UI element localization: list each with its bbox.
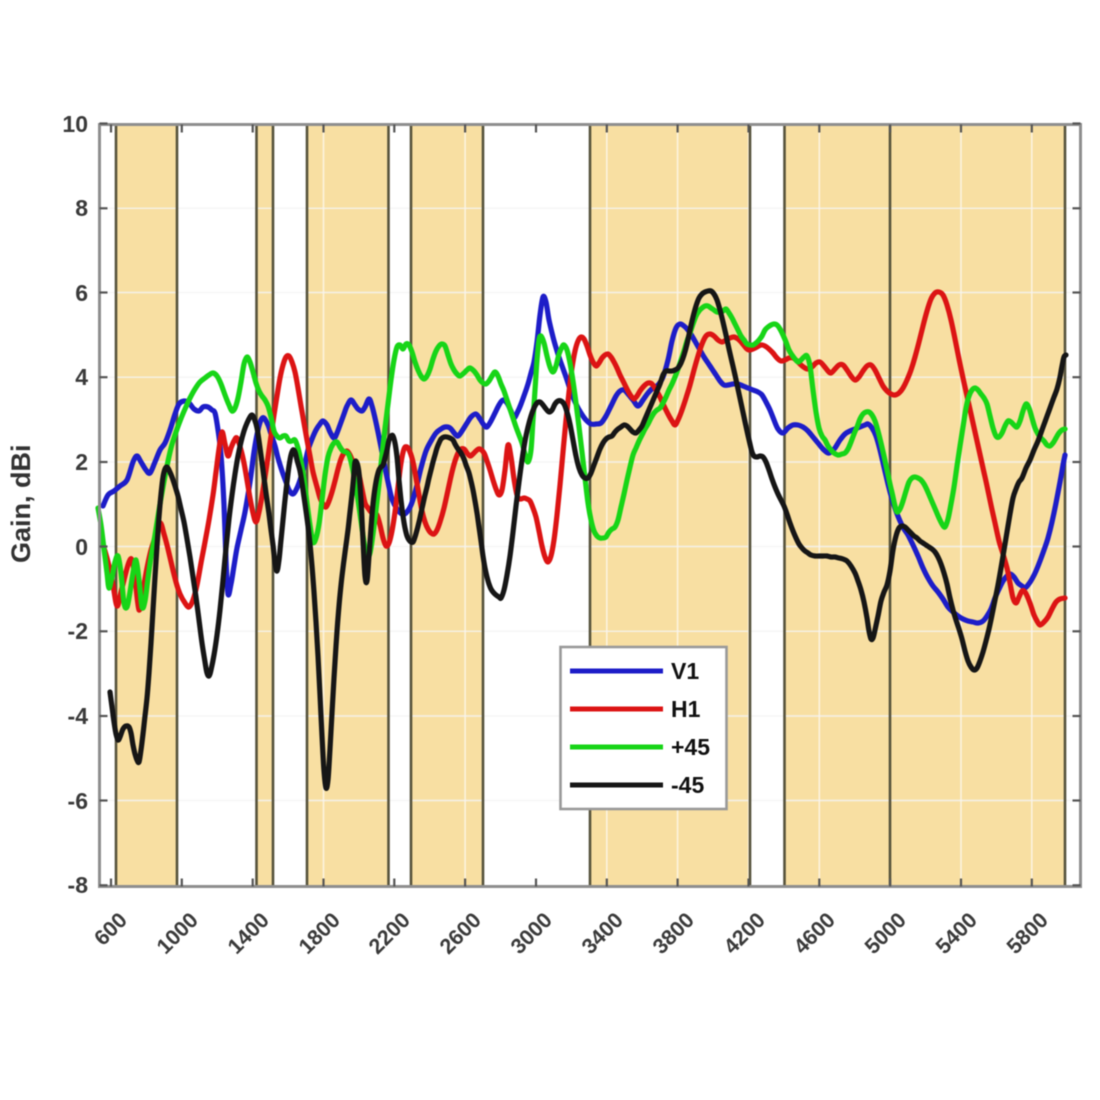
svg-text:-45: -45: [671, 772, 704, 798]
svg-text:+45: +45: [671, 734, 710, 760]
svg-text:V1: V1: [671, 658, 699, 684]
svg-text:H1: H1: [671, 696, 701, 722]
